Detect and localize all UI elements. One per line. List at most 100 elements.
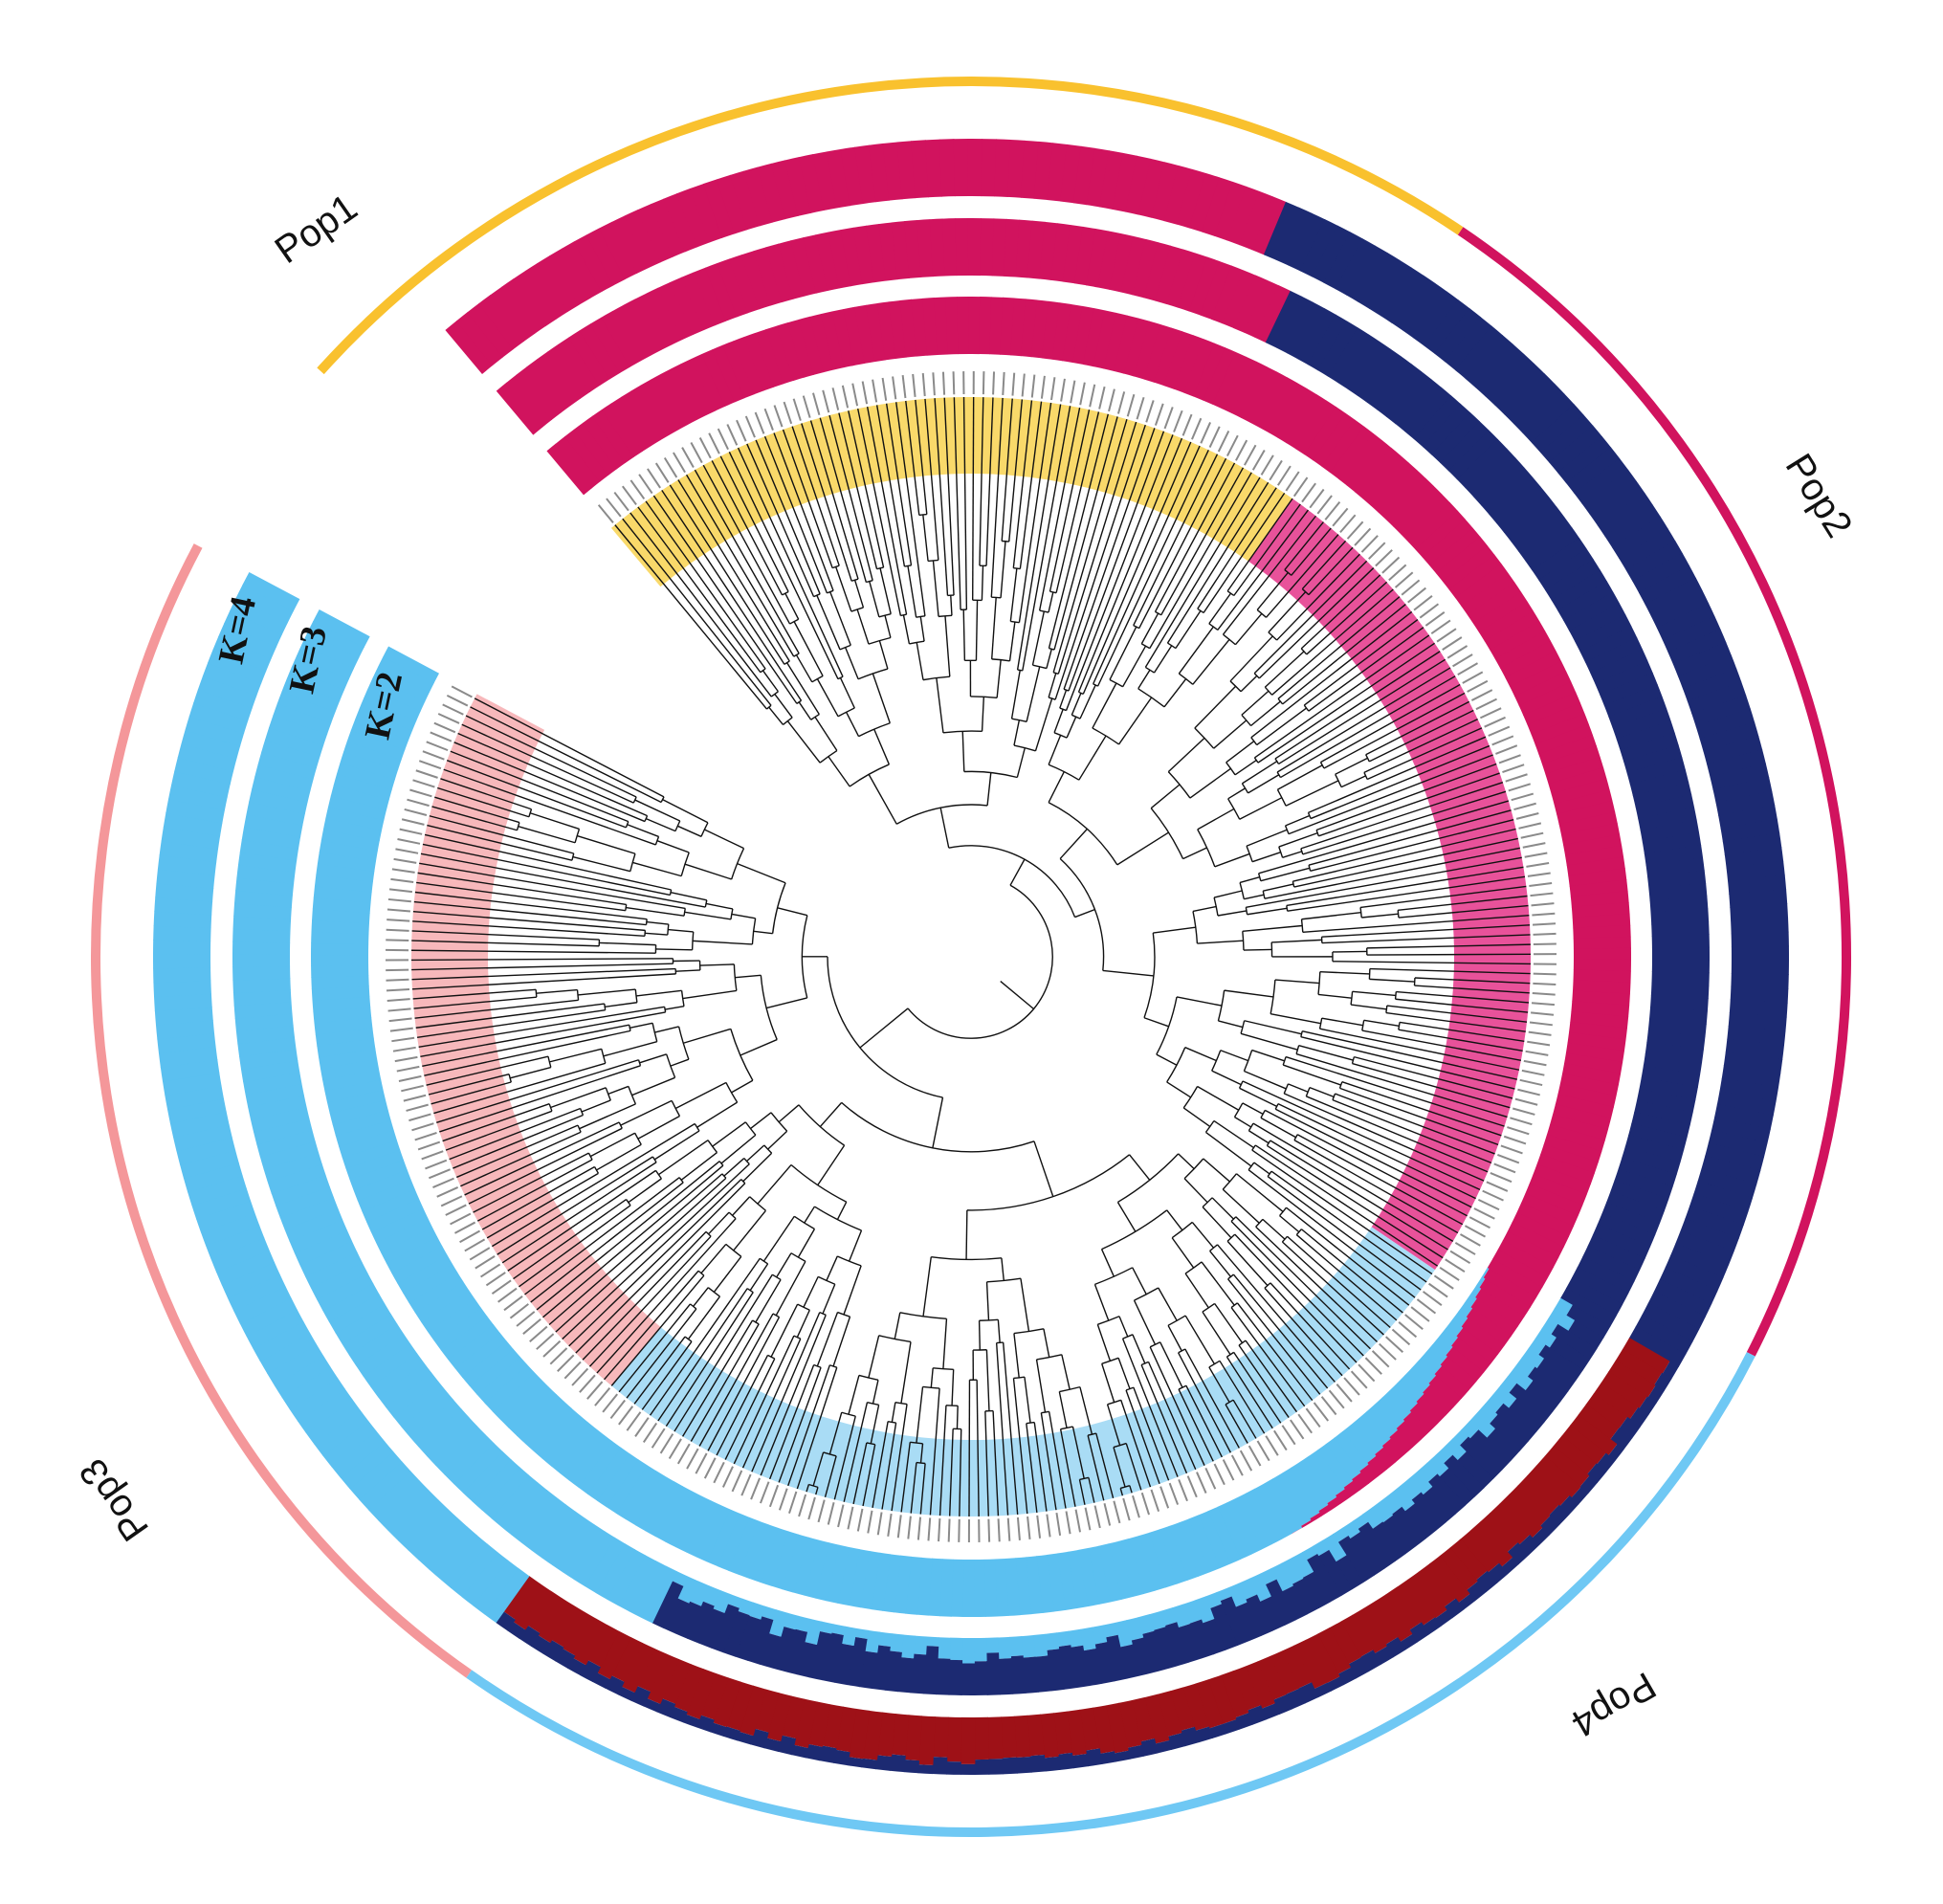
tree-branch: [939, 808, 950, 849]
structure-bar: [484, 1363, 535, 1412]
structure-bar: [353, 1169, 411, 1202]
structure-bar: [1527, 1366, 1569, 1403]
structure-bar: [1659, 1267, 1718, 1305]
structure-bar: [654, 1486, 693, 1542]
tree-branch: [665, 1006, 685, 1010]
tree-branch: [1197, 808, 1235, 830]
structure-bar: [1619, 1416, 1642, 1439]
structure-bar: [167, 785, 228, 810]
tip-label: [401, 1084, 424, 1093]
tree-branch: [622, 518, 772, 706]
structure-bar: [1299, 1455, 1337, 1504]
tree-branch: [1192, 905, 1217, 913]
tree-branch: [1414, 985, 1530, 994]
tip-label: [717, 428, 729, 451]
structure-bar: [1200, 260, 1232, 320]
structure-bar: [327, 795, 387, 821]
structure-bar: [1114, 1750, 1131, 1762]
tree-branch: [1368, 709, 1474, 763]
tree-arc: [1178, 1348, 1186, 1354]
structure-bar: [276, 691, 336, 723]
structure-bar: [1143, 242, 1172, 301]
structure-bar: [291, 655, 349, 691]
tree-arc: [743, 1158, 750, 1165]
structure-bar: [1492, 1385, 1517, 1409]
tree-branch: [1178, 1153, 1195, 1170]
structure-bar: [1499, 1494, 1543, 1539]
tree-branch: [411, 940, 600, 947]
tip-label: [1520, 831, 1544, 839]
structure-bar: [1347, 341, 1391, 396]
pop4-arc: [466, 1352, 1755, 1837]
structure-bar: [340, 1441, 394, 1490]
tree-branch: [1226, 498, 1293, 592]
structure-bar: [243, 813, 303, 838]
structure-bar: [1423, 1617, 1442, 1635]
tree-branch: [816, 1312, 839, 1367]
tip-label: [851, 383, 859, 407]
structure-bar: [646, 287, 683, 345]
structure-bar: [1148, 1529, 1178, 1588]
tree-arc: [587, 1152, 593, 1161]
structure-bar: [1422, 519, 1473, 566]
tree-branch: [628, 1178, 662, 1204]
structure-bar: [1650, 908, 1710, 925]
tip-label: [1468, 1216, 1490, 1229]
tip-label: [1079, 382, 1086, 406]
structure-bar: [153, 966, 211, 984]
structure-bar: [792, 1537, 820, 1596]
tip-label: [485, 1272, 506, 1287]
tree-branch: [1340, 775, 1366, 788]
structure-bar: [1604, 504, 1661, 548]
structure-bar: [257, 751, 317, 780]
tree-arc: [782, 590, 789, 596]
tree-branch: [509, 1066, 551, 1079]
tip-label: [1529, 882, 1553, 888]
tree-branch: [1102, 969, 1154, 977]
structure-bar: [1050, 223, 1071, 282]
structure-bar: [1105, 1702, 1129, 1754]
structure-bar: [1188, 1515, 1221, 1573]
structure-bar: [527, 1590, 563, 1634]
structure-bar: [1535, 1328, 1557, 1348]
structure-bar: [500, 1379, 549, 1428]
tree-branch: [684, 911, 732, 920]
structure-bar: [296, 643, 355, 680]
structure-bar: [1623, 744, 1683, 774]
tip-label: [432, 1177, 454, 1188]
structure-bar: [310, 1262, 368, 1300]
structure-bar: [866, 223, 887, 283]
tree-arc: [1315, 830, 1320, 837]
structure-bar: [740, 251, 771, 310]
tree-branch: [607, 1085, 629, 1096]
structure-bar: [335, 1303, 391, 1345]
tip-label: [1324, 500, 1341, 520]
tree-branch: [1121, 1338, 1179, 1477]
tree-branch: [700, 1243, 727, 1274]
tip-label: [1070, 380, 1076, 404]
structure-bar: [1109, 233, 1135, 293]
tree-branch: [1335, 1093, 1495, 1155]
structure-bar: [1573, 969, 1631, 984]
structure-bar: [324, 1078, 384, 1103]
tree-arc: [678, 1177, 684, 1184]
tip-label: [1491, 735, 1514, 746]
tree-branch: [637, 1115, 680, 1140]
tree-branch: [702, 464, 791, 625]
structure-bar: [1126, 1617, 1144, 1641]
tree-branch: [1150, 784, 1181, 809]
structure-bar: [1644, 844, 1704, 866]
tree-branch: [442, 1103, 550, 1142]
tree-branch: [782, 429, 833, 568]
structure-bar: [926, 1636, 939, 1647]
tree-branch: [579, 1103, 636, 1130]
structure-bar: [1376, 363, 1422, 417]
structure-bar: [1166, 249, 1196, 308]
structure-bar: [298, 1388, 353, 1434]
tip-label: [1452, 653, 1473, 668]
tree-branch: [1153, 645, 1173, 674]
structure-bar: [673, 1664, 704, 1713]
structure-bar: [1510, 660, 1567, 697]
tree-branch: [1300, 1036, 1515, 1090]
tree-branch: [1058, 1391, 1068, 1428]
